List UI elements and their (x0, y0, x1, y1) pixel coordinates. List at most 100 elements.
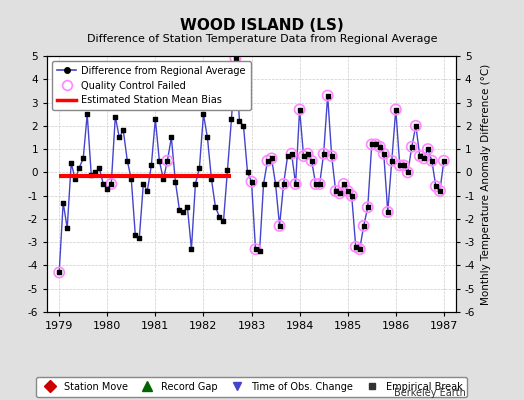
Point (252, 246, 260, 252)
Point (384, 209, 392, 215)
Point (71, 176, 79, 182)
Point (400, 162, 408, 168)
Point (376, 144, 384, 150)
Point (388, 158, 396, 164)
Point (396, 162, 404, 168)
Point (183, 204, 192, 210)
Point (320, 150, 328, 157)
Point (67, 160, 75, 166)
Point (311, 181, 320, 187)
Point (107, 181, 115, 187)
Point (203, 134, 212, 141)
Point (215, 213, 224, 220)
Point (155, 158, 163, 164)
Point (291, 181, 300, 187)
Point (287, 150, 296, 157)
Point (408, 144, 416, 150)
Point (139, 181, 148, 187)
Point (379, 150, 388, 157)
Point (352, 244, 360, 250)
Point (259, 181, 268, 187)
Point (227, 116, 236, 122)
Point (432, 183, 440, 190)
Point (391, 106, 400, 113)
Point (403, 169, 412, 176)
Point (323, 92, 332, 99)
Point (311, 181, 320, 187)
Point (171, 178, 180, 185)
Point (424, 146, 432, 152)
Legend: Station Move, Record Gap, Time of Obs. Change, Empirical Break: Station Move, Record Gap, Time of Obs. C… (36, 377, 467, 397)
Point (359, 223, 368, 229)
Point (400, 162, 408, 168)
Point (252, 246, 260, 252)
Point (247, 178, 256, 185)
Point (235, 118, 244, 124)
Point (403, 169, 412, 176)
Point (271, 181, 280, 187)
Point (255, 248, 264, 255)
Point (391, 106, 400, 113)
Point (379, 150, 388, 157)
Point (364, 204, 372, 210)
Point (167, 134, 176, 141)
Point (247, 178, 256, 185)
Point (267, 155, 276, 162)
Y-axis label: Monthly Temperature Anomaly Difference (°C): Monthly Temperature Anomaly Difference (… (481, 63, 491, 305)
Point (347, 192, 356, 199)
Point (283, 153, 292, 159)
Point (111, 113, 119, 120)
Point (384, 209, 392, 215)
Point (299, 153, 308, 159)
Point (99, 181, 107, 187)
Point (420, 155, 428, 162)
Point (344, 188, 352, 194)
Point (55, 269, 63, 276)
Point (131, 232, 139, 238)
Point (231, 55, 239, 62)
Point (179, 209, 188, 215)
Point (175, 206, 183, 213)
Point (279, 181, 288, 187)
Point (291, 181, 300, 187)
Point (147, 162, 156, 168)
Point (83, 111, 91, 117)
Point (79, 155, 88, 162)
Point (75, 164, 83, 171)
Point (308, 158, 316, 164)
Point (303, 150, 312, 157)
Point (428, 158, 436, 164)
Point (151, 116, 159, 122)
Text: Berkeley Earth: Berkeley Earth (395, 388, 466, 398)
Point (355, 246, 364, 252)
Point (376, 144, 384, 150)
Point (323, 92, 332, 99)
Point (159, 176, 168, 182)
Point (299, 153, 308, 159)
Point (267, 155, 276, 162)
Point (279, 181, 288, 187)
Point (107, 181, 115, 187)
Point (187, 246, 195, 252)
Point (195, 164, 204, 171)
Point (432, 183, 440, 190)
Point (135, 234, 144, 241)
Point (340, 181, 348, 187)
Point (440, 158, 448, 164)
Point (320, 150, 328, 157)
Point (211, 204, 220, 210)
Point (115, 134, 124, 141)
Point (264, 158, 272, 164)
Point (416, 153, 424, 159)
Point (335, 190, 344, 196)
Point (63, 225, 71, 232)
Point (332, 188, 340, 194)
Point (364, 204, 372, 210)
Point (119, 127, 127, 134)
Point (275, 223, 283, 229)
Point (412, 123, 420, 129)
Point (335, 190, 344, 196)
Point (332, 188, 340, 194)
Point (435, 188, 444, 194)
Text: Difference of Station Temperature Data from Regional Average: Difference of Station Temperature Data f… (87, 34, 437, 44)
